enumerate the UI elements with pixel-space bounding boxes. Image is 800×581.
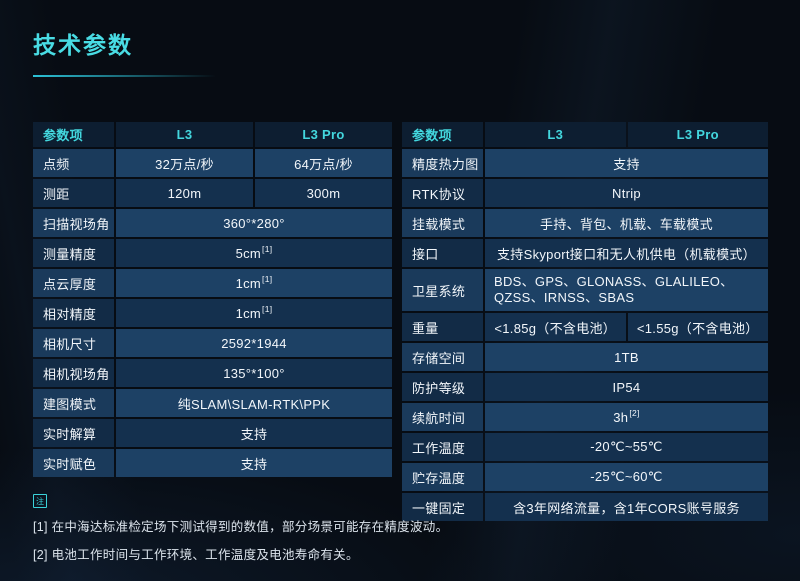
value-cell-span: 支持Skyport接口和无人机供电（机载模式） [485, 239, 768, 267]
row-label: 测量精度 [33, 239, 114, 267]
value-cell-span: 2592*1944 [116, 329, 392, 357]
table-row: 测距 120m 300m [33, 179, 392, 207]
footnote-marker: [1] [262, 274, 273, 284]
footnote-line: [1] 在中海达标准检定场下测试得到的数值，部分场景可能存在精度波动。 [33, 520, 449, 534]
row-label: 实时解算 [33, 419, 114, 447]
table-row: 存储空间 1TB [402, 343, 768, 371]
table-row: 续航时间 3h [2] [402, 403, 768, 431]
table-row: 实时解算 支持 [33, 419, 392, 447]
row-label: 卫星系统 [402, 269, 483, 311]
table-row: 相机视场角 135°*100° [33, 359, 392, 387]
table-row: 一键固定 含3年网络流量，含1年CORS账号服务 [402, 493, 768, 521]
table-row: 挂载模式 手持、背包、机载、车载模式 [402, 209, 768, 237]
table-row: 贮存温度 -25℃~60℃ [402, 463, 768, 491]
value-text: 1cm [235, 305, 262, 321]
value-cell-l3pro: 64万点/秒 [255, 149, 392, 177]
value-cell-span: 1cm [1] [116, 269, 392, 297]
table-row: 重量 <1.85g（不含电池） <1.55g（不含电池） [402, 313, 768, 341]
table-row: 建图模式 纯SLAM\SLAM-RTK\PPK [33, 389, 392, 417]
column-header-l3pro: L3 Pro [255, 122, 392, 147]
value-cell-span: -25℃~60℃ [485, 463, 768, 491]
value-cell-span: 360°*280° [116, 209, 392, 237]
table-row: 防护等级 IP54 [402, 373, 768, 401]
row-label: 重量 [402, 313, 483, 341]
value-cell-l3pro: 300m [255, 179, 392, 207]
row-label: 建图模式 [33, 389, 114, 417]
value-cell-span: 3h [2] [485, 403, 768, 431]
row-label: 存储空间 [402, 343, 483, 371]
table-row: 点云厚度 1cm [1] [33, 269, 392, 297]
row-label: 续航时间 [402, 403, 483, 431]
row-label: 相机视场角 [33, 359, 114, 387]
value-cell-span: 含3年网络流量，含1年CORS账号服务 [485, 493, 768, 521]
value-cell-l3: 120m [116, 179, 253, 207]
table-row: 实时赋色 支持 [33, 449, 392, 477]
table-row: 工作温度 -20℃~55℃ [402, 433, 768, 461]
row-label: 精度热力图 [402, 149, 483, 177]
row-label: 点频 [33, 149, 114, 177]
value-cell-span: 支持 [485, 149, 768, 177]
value-cell-span: IP54 [485, 373, 768, 401]
row-label: 相机尺寸 [33, 329, 114, 357]
left-spec-table: 参数项 L3 L3 Pro 点频 32万点/秒 64万点/秒 测距 120m 3… [33, 122, 392, 479]
value-cell-span: 支持 [116, 419, 392, 447]
column-header-l3pro: L3 Pro [627, 122, 768, 147]
row-label: 测距 [33, 179, 114, 207]
note-badge-icon: 注 [33, 494, 47, 508]
value-cell-span: -20℃~55℃ [485, 433, 768, 461]
column-header-l3: L3 [116, 122, 253, 147]
row-label: 防护等级 [402, 373, 483, 401]
footnote-marker: [2] [629, 408, 640, 418]
value-text: 1cm [235, 275, 262, 291]
row-label: 一键固定 [402, 493, 483, 521]
left-table-header-row: 参数项 L3 L3 Pro [33, 122, 392, 147]
table-row: 扫描视场角 360°*280° [33, 209, 392, 237]
page-title: 技术参数 [33, 32, 133, 58]
table-row: 精度热力图 支持 [402, 149, 768, 177]
table-row: 相对精度 1cm [1] [33, 299, 392, 327]
table-row: 点频 32万点/秒 64万点/秒 [33, 149, 392, 177]
value-cell-l3: 32万点/秒 [116, 149, 253, 177]
row-label: 点云厚度 [33, 269, 114, 297]
column-header-param: 参数项 [33, 122, 114, 147]
value-text: 5cm [235, 245, 262, 261]
value-cell-span: Ntrip [485, 179, 768, 207]
footnote-marker: [1] [262, 304, 273, 314]
value-cell-span: 1cm [1] [116, 299, 392, 327]
right-spec-table: 参数项 L3 L3 Pro 精度热力图 支持 RTK协议 Ntrip 挂载模式 … [402, 122, 768, 523]
table-row: 接口 支持Skyport接口和无人机供电（机载模式） [402, 239, 768, 267]
table-row: RTK协议 Ntrip [402, 179, 768, 207]
row-label: RTK协议 [402, 179, 483, 207]
footnote-marker: [1] [262, 244, 273, 254]
row-label: 贮存温度 [402, 463, 483, 491]
footnote-line: [2] 电池工作时间与工作环境、工作温度及电池寿命有关。 [33, 548, 359, 562]
value-cell-span: 1TB [485, 343, 768, 371]
row-label: 挂载模式 [402, 209, 483, 237]
value-cell-span: BDS、GPS、GLONASS、GLALILEO、QZSS、IRNSS、SBAS [485, 269, 768, 311]
right-table-header-row: 参数项 L3 L3 Pro [402, 122, 768, 147]
row-label: 相对精度 [33, 299, 114, 327]
title-underline [33, 75, 216, 77]
column-header-param: 参数项 [402, 122, 483, 147]
table-row: 相机尺寸 2592*1944 [33, 329, 392, 357]
table-row: 卫星系统 BDS、GPS、GLONASS、GLALILEO、QZSS、IRNSS… [402, 269, 768, 311]
table-row: 测量精度 5cm [1] [33, 239, 392, 267]
footnotes-section: 注 [1] 在中海达标准检定场下测试得到的数值，部分场景可能存在精度波动。 [2… [33, 494, 448, 572]
value-cell-l3pro: <1.55g（不含电池） [627, 313, 768, 341]
value-cell-span: 纯SLAM\SLAM-RTK\PPK [116, 389, 392, 417]
value-cell-span: 支持 [116, 449, 392, 477]
row-label: 实时赋色 [33, 449, 114, 477]
column-header-l3: L3 [485, 122, 626, 147]
page-header: 技术参数 [33, 26, 216, 77]
value-cell-span: 手持、背包、机载、车载模式 [485, 209, 768, 237]
value-cell-l3: <1.85g（不含电池） [485, 313, 626, 341]
value-cell-span: 5cm [1] [116, 239, 392, 267]
value-text: 3h [613, 409, 629, 425]
row-label: 接口 [402, 239, 483, 267]
row-label: 工作温度 [402, 433, 483, 461]
value-cell-span: 135°*100° [116, 359, 392, 387]
row-label: 扫描视场角 [33, 209, 114, 237]
